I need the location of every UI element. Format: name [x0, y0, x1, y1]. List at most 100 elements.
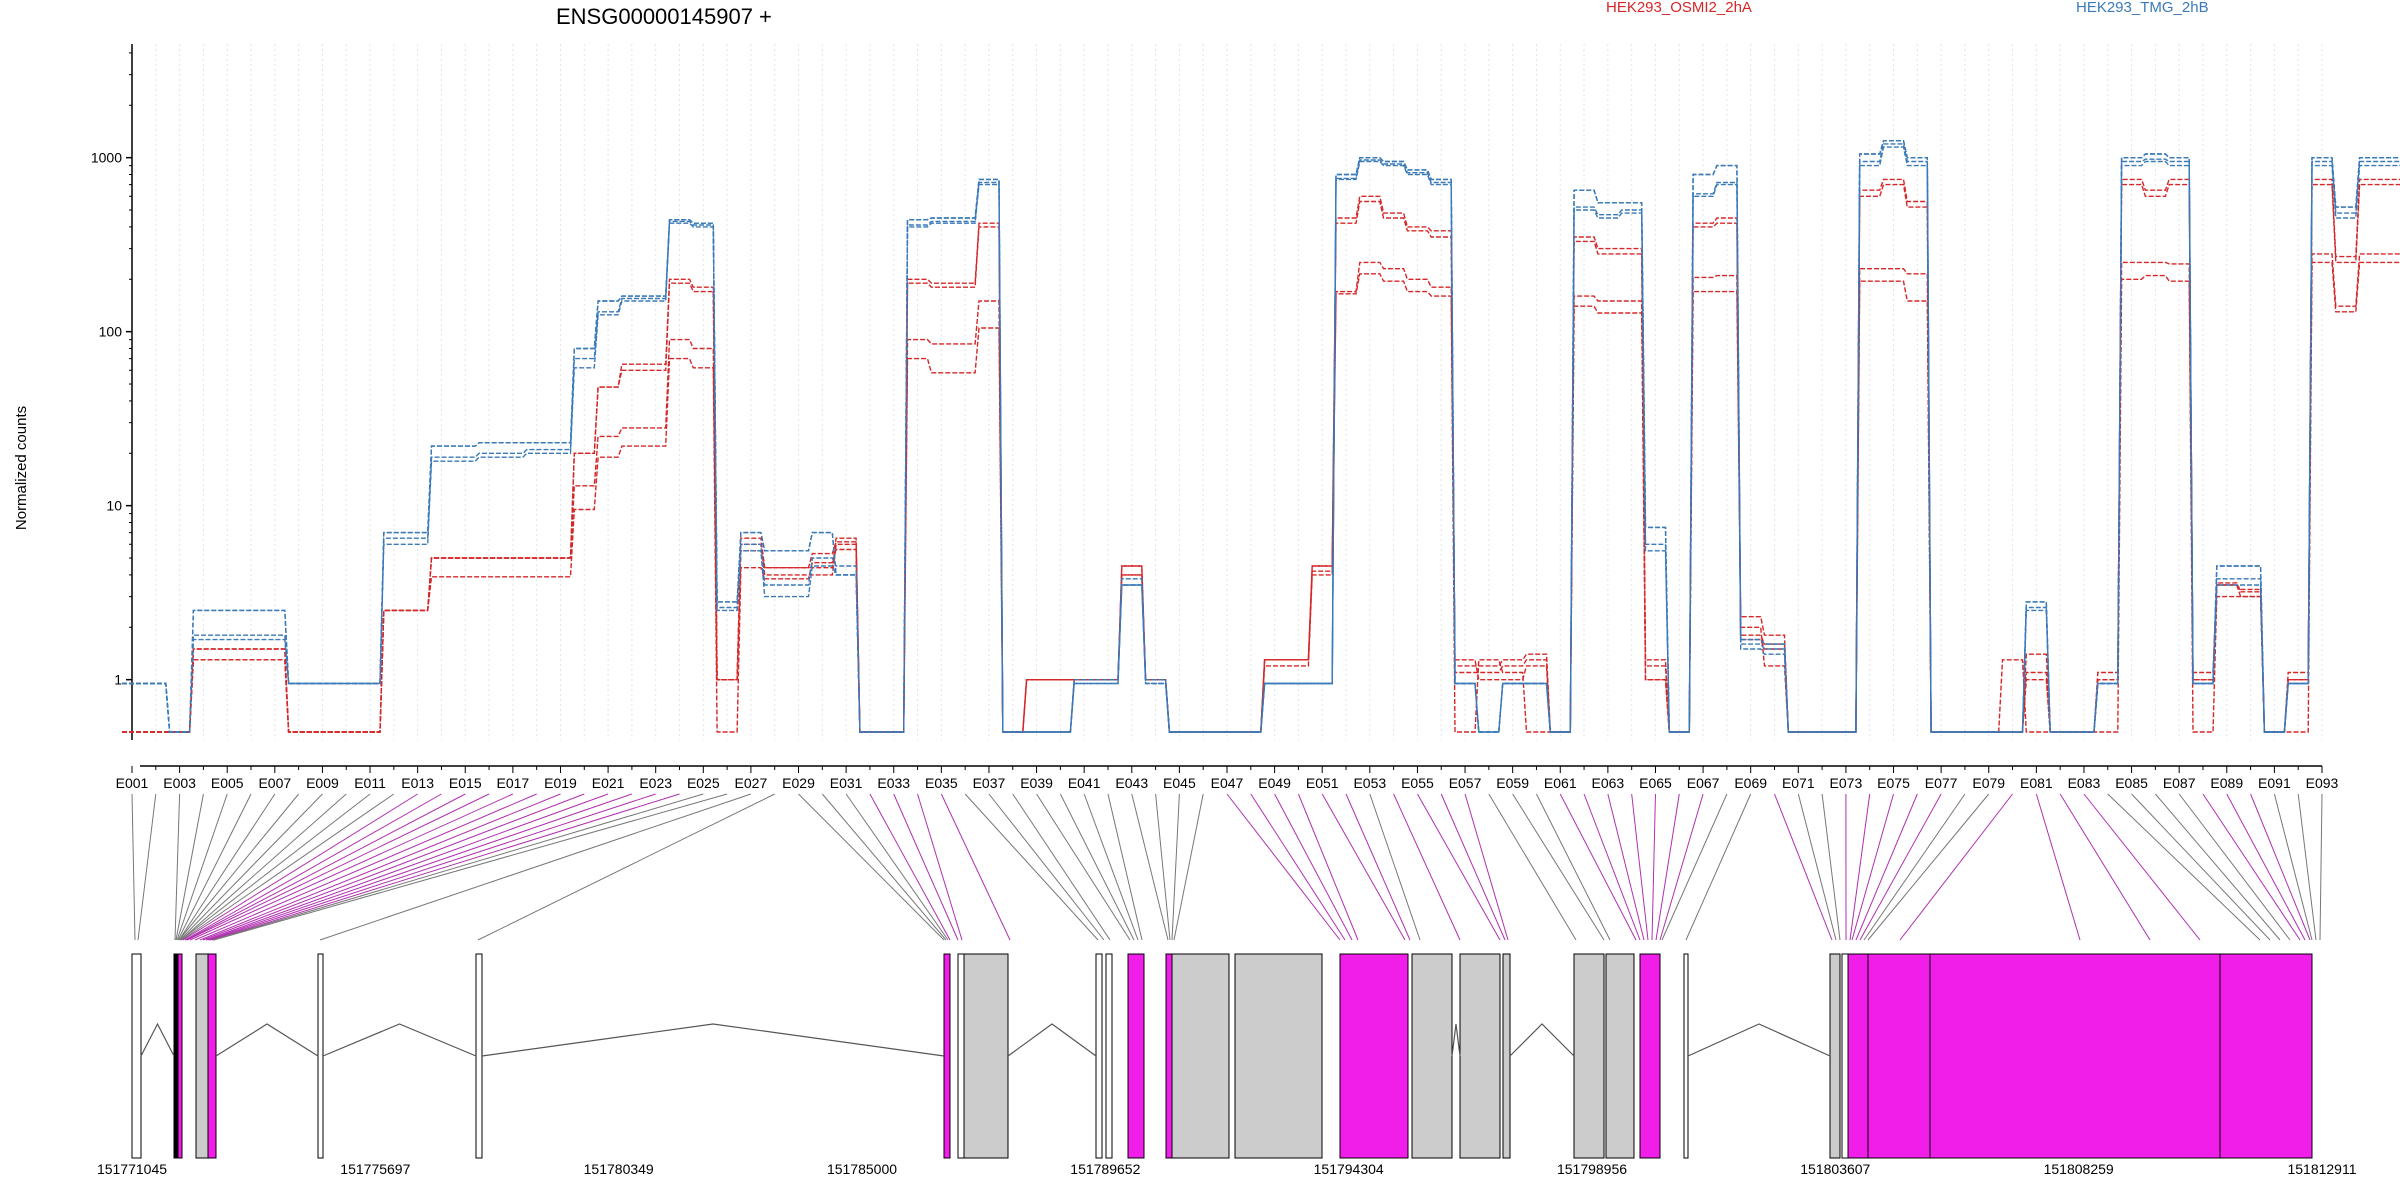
exon-block [1829, 953, 1841, 1159]
intron-line [481, 1023, 945, 1057]
x-tick-label: E055 [1401, 775, 1434, 791]
series-line [122, 140, 2400, 733]
y-axis-label: Normalized counts [13, 406, 30, 530]
exon-connector [186, 793, 490, 941]
exon-connector [1631, 793, 1649, 941]
exon-connector [177, 793, 252, 941]
x-tick-label: E029 [782, 775, 815, 791]
exon-connector [893, 793, 959, 941]
exon-connector [1036, 793, 1131, 941]
x-tick-label: E043 [1115, 775, 1148, 791]
exon-connector [1226, 793, 1341, 941]
exon-block [1502, 953, 1511, 1159]
exon-connector [1274, 793, 1353, 941]
exon-connector [178, 793, 300, 941]
x-tick-label: E047 [1211, 775, 1244, 791]
x-tick-label: E093 [2306, 775, 2339, 791]
genomic-coordinate-label: 151789652 [1070, 1161, 1140, 1177]
exon-connector [1659, 793, 1704, 941]
exon-block [963, 953, 1009, 1159]
x-tick-label: E037 [973, 775, 1006, 791]
series-line [122, 261, 2400, 733]
exon-connector [1155, 793, 1171, 941]
x-tick-label: E085 [2115, 775, 2148, 791]
exon-connector [1821, 793, 1841, 941]
genomic-coordinate-label: 151771045 [97, 1161, 167, 1177]
exon-block [131, 953, 142, 1159]
x-tick-label: E045 [1163, 775, 1196, 791]
exon-connector [1345, 793, 1411, 941]
exon-connector [2319, 793, 2323, 941]
x-tick-label: E025 [687, 775, 720, 791]
exon-connector [1173, 793, 1204, 941]
exon-connector [213, 793, 728, 941]
exon-connector [1863, 793, 1966, 941]
gene-model [131, 953, 2313, 1159]
exon-block [1234, 953, 1323, 1159]
exon-block [943, 953, 951, 1159]
x-tick-label: E035 [925, 775, 958, 791]
y-tick-label: 1 [114, 672, 122, 688]
x-tick-label: E033 [877, 775, 910, 791]
x-tick-label: E007 [258, 775, 291, 791]
exon-connector [821, 793, 947, 941]
exon-block [1171, 953, 1230, 1159]
exon-connector [205, 793, 609, 941]
y-axis: 1 10 100 1000 [91, 44, 133, 740]
exon-connector [1851, 793, 1895, 941]
genomic-coordinate-label: 151785000 [827, 1161, 897, 1177]
x-tick-label: E051 [1306, 775, 1339, 791]
x-tick-label: E091 [2258, 775, 2291, 791]
legend-entry-tmg: HEK293_TMG_2hB [2076, 0, 2209, 16]
series-line [122, 140, 2400, 733]
x-tick-label: E013 [401, 775, 434, 791]
exon-connector [1297, 793, 1359, 941]
exon-connector [1655, 793, 1680, 941]
exon-connector [798, 793, 945, 941]
exon-connector [2178, 793, 2291, 941]
x-tick-label: E071 [1782, 775, 1815, 791]
exon-connector [869, 793, 951, 941]
exon-connector [1440, 793, 1506, 941]
exon-block [1105, 953, 1113, 1159]
exon-connector [2107, 793, 2261, 941]
genomic-coordinates: 151771045 151775697 151780349 151785000 1517… [97, 1161, 2357, 1177]
exon-block [1573, 953, 1605, 1159]
exon-connector [1685, 793, 1752, 941]
x-tick-label: E063 [1592, 775, 1625, 791]
exon-connector [1583, 793, 1641, 941]
exon-connector [202, 793, 585, 941]
x-tick-label: E077 [1925, 775, 1958, 791]
intron-line [322, 1023, 477, 1057]
genomic-coordinate-label: 151812911 [2287, 1161, 2356, 1177]
x-tick-label: E069 [1734, 775, 1767, 791]
exon-connector [1488, 793, 1577, 941]
exon-connector [2202, 793, 2301, 941]
exon-connector [1369, 793, 1421, 941]
genomic-coordinate-label: 151780349 [584, 1161, 654, 1177]
exon-connector [212, 793, 704, 941]
exon-connector [1083, 793, 1139, 941]
series-line [122, 146, 2400, 733]
exon-connector [207, 793, 633, 941]
exon-connector [988, 793, 1105, 941]
exon-connector [1607, 793, 1645, 941]
x-tick-label: E053 [1353, 775, 1386, 791]
genomic-coordinate-label: 151803607 [1800, 1161, 1870, 1177]
intron-line [215, 1023, 319, 1057]
exon-connectors [131, 793, 2323, 941]
exon-connector [1321, 793, 1406, 941]
exon-block [195, 953, 209, 1159]
exon-block [1605, 953, 1635, 1159]
exon-connector [2297, 793, 2317, 941]
exon-block [1411, 953, 1453, 1159]
exon-block [1867, 953, 2313, 1159]
exon-connector [2250, 793, 2311, 941]
exon-connector [1651, 793, 1656, 941]
exon-connector [2083, 793, 2201, 941]
series-layer [122, 140, 2400, 733]
x-axis: E001 E003 E005 E007 E009 E011 E013 E015 E017 E019… [116, 765, 2339, 791]
x-tick-label: E075 [1877, 775, 1910, 791]
x-tick-label: E039 [1020, 775, 1053, 791]
